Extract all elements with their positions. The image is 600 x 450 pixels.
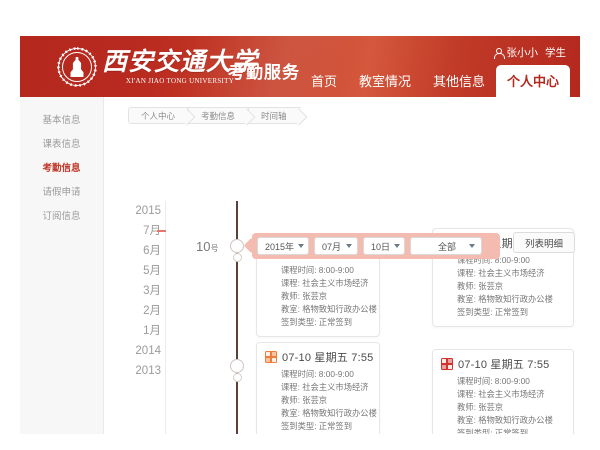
page-body: 基本信息 课表信息 考勤信息 请假申请 订阅信息 个人中心 考勤信息 时间轴 2… <box>20 97 580 434</box>
timeline-card[interactable]: 07-10 星期五 7:55 课程时间: 8:00-9:00 课程: 社会主义市… <box>432 349 574 434</box>
list-detail-button[interactable]: 列表明细 <box>513 232 575 253</box>
card-course-name: 课程: 社会主义市场经济 <box>457 268 545 278</box>
month-select[interactable]: 07月 <box>314 237 358 255</box>
timeline-node[interactable] <box>230 239 244 253</box>
date-rail: 2015 7月 6月 5月 3月 2月 1月 2014 2013 <box>112 201 166 434</box>
rail-item-month-7[interactable]: 7月 <box>112 221 166 241</box>
card-signin-type: 签到类型: 正常签到 <box>457 428 528 434</box>
timeline-day-number: 10 <box>196 239 211 254</box>
card-teacher: 教师: 张芸京 <box>281 395 328 405</box>
month-select-value: 07月 <box>322 241 342 252</box>
user-info[interactable]: 张小小 学生 <box>493 45 566 60</box>
card-header: 07-10 星期五 7:55 <box>441 356 564 372</box>
university-seal-icon <box>57 47 97 87</box>
card-course-time: 课程时间: 8:00-9:00 <box>457 255 530 265</box>
sidebar-item-attendance-info[interactable]: 考勤信息 <box>42 163 81 174</box>
day-select[interactable]: 10日 <box>363 237 405 255</box>
rail-item-year-2015[interactable]: 2015 <box>135 205 161 217</box>
card-course-time: 课程时间: 8:00-9:00 <box>281 265 354 275</box>
card-course-name: 课程: 社会主义市场经济 <box>281 278 369 288</box>
person-icon <box>493 47 505 59</box>
rail-item-month-6[interactable]: 6月 <box>143 245 161 257</box>
timeline-node[interactable] <box>230 359 244 373</box>
user-name: 张小小 <box>506 47 539 59</box>
day-select-value: 10日 <box>371 241 391 252</box>
attendance-status-icon <box>441 358 453 370</box>
card-signin-type: 签到类型: 正常签到 <box>281 317 352 327</box>
card-classroom: 教室: 格物致知行政办公楼 <box>457 294 553 304</box>
breadcrumb: 个人中心 考勤信息 时间轴 <box>128 107 301 124</box>
chevron-down-icon <box>469 244 475 248</box>
rail-item-year-2013[interactable]: 2013 <box>135 365 161 377</box>
logo-english-name: XI'AN JIAO TONG UNIVERSITY <box>125 76 235 85</box>
year-select[interactable]: 2015年 <box>257 237 309 255</box>
timeline-day-unit: 号 <box>210 244 219 253</box>
timeline-axis <box>236 201 239 434</box>
card-header: 07-10 星期五 7:55 <box>265 349 374 365</box>
nav-item-home[interactable]: 首页 <box>310 74 337 89</box>
card-course-time: 课程时间: 8:00-9:00 <box>457 376 530 386</box>
attendance-status-icon <box>265 351 277 363</box>
year-select-value: 2015年 <box>265 241 295 252</box>
card-course-time: 课程时间: 8:00-9:00 <box>281 369 354 379</box>
card-teacher: 教师: 张芸京 <box>457 402 504 412</box>
site-logo[interactable]: 西安交通大学 XI'AN JIAO TONG UNIVERSITY <box>57 47 258 87</box>
breadcrumb-item-timeline[interactable]: 时间轴 <box>248 107 301 124</box>
rail-item-month-1[interactable]: 1月 <box>143 325 161 337</box>
rail-item-month-2[interactable]: 2月 <box>143 305 161 317</box>
filter-highlight-box: 2015年 07月 10日 全部 <box>252 233 500 259</box>
timeline-day-label-10: 10号 <box>196 239 218 254</box>
chevron-down-icon <box>394 244 401 248</box>
main-nav: 首页 教室情况 其他信息 个人中心 <box>300 65 570 97</box>
type-select-value: 全部 <box>437 241 456 252</box>
nav-item-classroom[interactable]: 教室情况 <box>358 74 411 89</box>
app-subtitle: 考勤服务 <box>228 63 300 82</box>
timeline-node[interactable] <box>232 373 242 382</box>
rail-item-month-3[interactable]: 3月 <box>143 285 161 297</box>
chevron-down-icon <box>346 244 352 248</box>
sidebar-item-subscription-info[interactable]: 订阅信息 <box>42 211 81 222</box>
card-signin-type: 签到类型: 正常签到 <box>281 421 352 431</box>
card-classroom: 教室: 格物致知行政办公楼 <box>457 415 553 425</box>
sidebar: 基本信息 课表信息 考勤信息 请假申请 订阅信息 <box>20 97 104 434</box>
chevron-down-icon <box>298 244 305 248</box>
sidebar-item-leave-request[interactable]: 请假申请 <box>42 187 81 198</box>
card-classroom: 教室: 格物致知行政办公楼 <box>281 304 377 314</box>
filter-bar: 2015年 07月 10日 全部 <box>257 237 482 255</box>
card-course-name: 课程: 社会主义市场经济 <box>457 389 545 399</box>
card-title: 07-10 星期五 7:55 <box>282 352 374 364</box>
rail-item-month-5[interactable]: 5月 <box>143 265 161 277</box>
card-teacher: 教师: 张芸京 <box>457 281 504 291</box>
nav-item-other-info[interactable]: 其他信息 <box>432 74 485 89</box>
logo-chinese-name: 西安交通大学 <box>102 48 259 76</box>
sidebar-item-schedule-info[interactable]: 课表信息 <box>42 139 81 150</box>
nav-item-personal-center[interactable]: 个人中心 <box>495 65 570 97</box>
card-classroom: 教室: 格物致知行政办公楼 <box>281 408 377 418</box>
site-header: 西安交通大学 XI'AN JIAO TONG UNIVERSITY 考勤服务 张… <box>20 36 580 97</box>
user-role: 学生 <box>545 47 566 59</box>
type-select[interactable]: 全部 <box>410 237 482 255</box>
breadcrumb-item-personal-center[interactable]: 个人中心 <box>128 107 189 124</box>
timeline-card[interactable]: 07-10 星期五 7:55 课程时间: 8:00-9:00 课程: 社会主义市… <box>256 342 380 434</box>
breadcrumb-item-attendance-info[interactable]: 考勤信息 <box>188 107 249 124</box>
card-teacher: 教师: 张芸京 <box>281 291 328 301</box>
card-signin-type: 签到类型: 正常签到 <box>457 307 528 317</box>
card-title: 07-10 星期五 7:55 <box>458 359 550 371</box>
card-course-name: 课程: 社会主义市场经济 <box>281 382 369 392</box>
browser-frame: 西安交通大学 XI'AN JIAO TONG UNIVERSITY 考勤服务 张… <box>20 36 580 434</box>
rail-item-year-2014[interactable]: 2014 <box>135 345 161 357</box>
timeline-node[interactable] <box>232 253 242 262</box>
sidebar-item-basic-info[interactable]: 基本信息 <box>42 115 81 126</box>
logo-wordmark: 西安交通大学 XI'AN JIAO TONG UNIVERSITY <box>102 50 258 85</box>
